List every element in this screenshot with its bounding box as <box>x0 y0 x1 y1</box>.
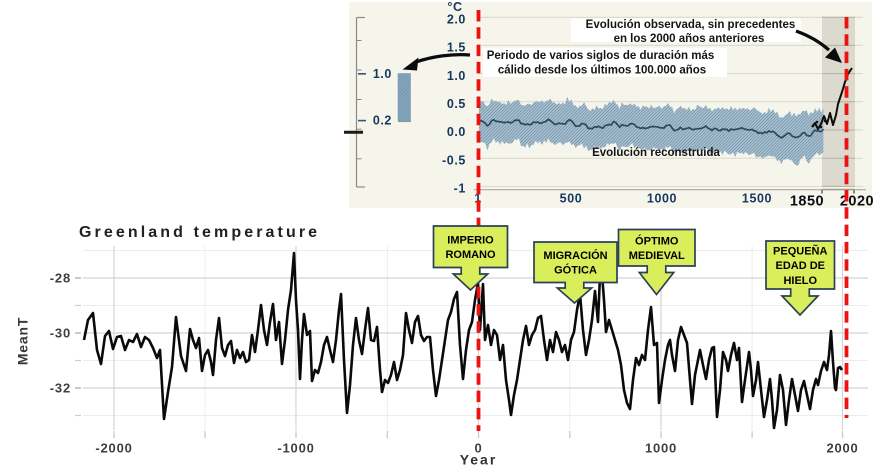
svg-text:MEDIEVAL: MEDIEVAL <box>629 250 685 262</box>
svg-text:-2000: -2000 <box>95 440 132 455</box>
svg-text:GÓTICA: GÓTICA <box>554 264 597 277</box>
svg-text:Greenland temperature: Greenland temperature <box>79 224 320 241</box>
svg-text:HIELO: HIELO <box>783 275 817 287</box>
svg-text:ROMANO: ROMANO <box>445 249 496 261</box>
svg-text:MeanT: MeanT <box>15 317 31 365</box>
svg-text:2000: 2000 <box>826 440 858 455</box>
svg-text:1.0: 1.0 <box>447 69 466 83</box>
svg-text:MIGRACIÓN: MIGRACIÓN <box>543 249 607 262</box>
svg-text:-1: -1 <box>454 182 466 196</box>
svg-text:1.0: 1.0 <box>373 67 392 81</box>
svg-text:1850: 1850 <box>790 193 824 209</box>
svg-text:-0.5: -0.5 <box>442 153 466 167</box>
svg-text:-30: -30 <box>50 326 71 341</box>
svg-text:Evolución observada, sin prece: Evolución observada, sin precedentes <box>586 19 796 31</box>
svg-text:-1000: -1000 <box>277 440 314 455</box>
svg-text:Year: Year <box>460 452 498 468</box>
svg-text:1.5: 1.5 <box>447 41 466 55</box>
svg-text:1000: 1000 <box>647 191 677 205</box>
svg-text:Periodo de varios siglos de du: Periodo de varios siglos de duración más <box>487 50 715 62</box>
svg-text:cálido desde los últimos 100.0: cálido desde los últimos 100.000 años <box>498 65 706 77</box>
svg-text:500: 500 <box>560 191 583 205</box>
svg-text:0.2: 0.2 <box>373 114 392 128</box>
svg-text:1500: 1500 <box>742 191 772 205</box>
svg-text:°C: °C <box>447 0 462 14</box>
svg-text:IMPERIO: IMPERIO <box>447 235 494 247</box>
svg-text:en los 2000 años anteriores: en los 2000 años anteriores <box>614 33 765 45</box>
svg-text:-32: -32 <box>50 381 71 396</box>
svg-text:1: 1 <box>474 191 482 205</box>
svg-text:PEQUEÑA: PEQUEÑA <box>773 244 827 257</box>
svg-text:EDAD DE: EDAD DE <box>775 260 825 272</box>
svg-text:0.0: 0.0 <box>447 125 466 139</box>
svg-text:ÓPTIMO: ÓPTIMO <box>635 235 679 248</box>
svg-text:-28: -28 <box>50 271 71 286</box>
svg-text:0.5: 0.5 <box>447 97 466 111</box>
svg-text:1000: 1000 <box>645 440 677 455</box>
svg-text:2.0: 2.0 <box>447 12 466 26</box>
svg-text:Evolución reconstruida: Evolución reconstruida <box>592 147 720 159</box>
svg-text:0: 0 <box>474 440 482 455</box>
